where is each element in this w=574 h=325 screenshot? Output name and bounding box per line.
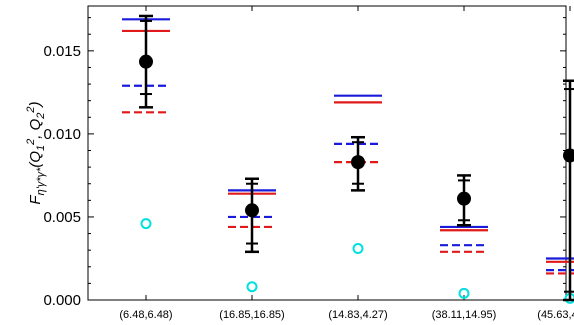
y-tick-label: 0.010: [43, 126, 81, 143]
open-circle-markers: [140, 218, 574, 304]
ylabel-sep: , Q: [27, 118, 44, 138]
data-point: [457, 191, 471, 206]
data-point: [351, 155, 365, 170]
y-tick-label: 0.005: [43, 209, 81, 226]
open-circle-marker: [352, 243, 364, 255]
ylabel-args-open: (Q: [27, 151, 44, 168]
data-point: [139, 54, 153, 69]
axis-ticks: [88, 6, 571, 301]
data-point: [563, 148, 574, 163]
category-label: (6.48,6.48): [119, 309, 172, 321]
category-label: (45.63,45.63): [537, 309, 574, 321]
model-lines: [122, 18, 574, 275]
category-label: (14.83,4.27): [328, 309, 387, 321]
ylabel-sub1: η': [35, 186, 47, 195]
category-label: (16.85,16.85): [219, 309, 284, 321]
ylabel-sub2: γ*γ*: [35, 167, 47, 187]
ylabel-base: F: [27, 195, 44, 205]
ylabel-arg2-sub: 2: [35, 113, 47, 120]
open-circle-marker: [458, 287, 470, 299]
ylabel-arg1-sub: 1: [35, 145, 47, 151]
y-tick-label: 0.000: [43, 292, 81, 309]
data-points: [139, 14, 574, 302]
y-tick-label: 0.015: [43, 43, 81, 60]
ylabel-args-close: ): [27, 101, 44, 108]
y-axis-label: Fη'γ*γ*(Q12, Q22): [25, 101, 47, 204]
category-label: (38.11,14.95): [432, 309, 497, 321]
y-tick-labels: 0.000 0.005 0.010 0.015: [43, 43, 81, 309]
ylabel-arg2-sup: 2: [25, 106, 37, 113]
data-point: [245, 203, 259, 218]
open-circle-marker: [246, 281, 258, 293]
ylabel-arg1-sup: 2: [25, 139, 37, 146]
open-circle-marker: [140, 218, 152, 230]
plot-frame: [87, 5, 567, 301]
category-labels: (6.48,6.48) (16.85,16.85) (14.83,4.27) (38.…: [119, 309, 574, 321]
